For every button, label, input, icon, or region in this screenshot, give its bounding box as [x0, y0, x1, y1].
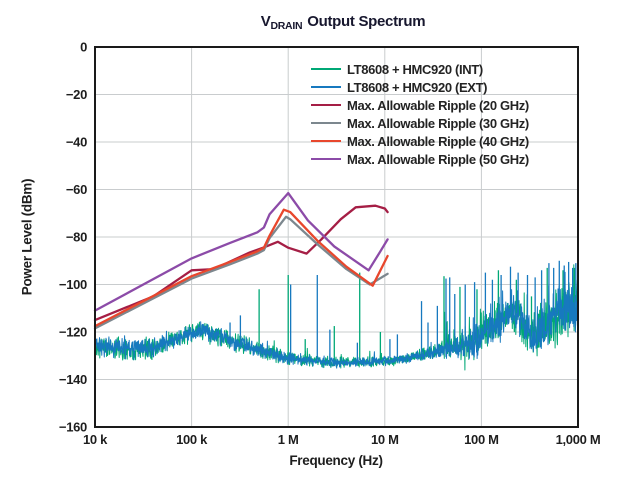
legend-label-ripple_50ghz: Max. Allowable Ripple (50 GHz)	[347, 151, 529, 167]
x-tick-label: 10 k	[83, 432, 108, 447]
legend-item-ripple_30ghz: Max. Allowable Ripple (30 GHz)	[311, 114, 529, 132]
x-tick-label: 1 M	[278, 432, 299, 447]
ripple_40ghz-line	[93, 208, 389, 328]
legend-item-ripple_50ghz: Max. Allowable Ripple (50 GHz)	[311, 150, 529, 168]
legend-item-int: LT8608 + HMC920 (INT)	[311, 60, 529, 78]
legend-label-ripple_30ghz: Max. Allowable Ripple (30 GHz)	[347, 115, 529, 131]
ripple_20ghz-line	[93, 204, 389, 322]
legend-swatch-ripple_20ghz	[311, 103, 341, 107]
legend-swatch-ripple_50ghz	[311, 157, 341, 161]
y-tick-label: −140	[59, 372, 87, 387]
legend: LT8608 + HMC920 (INT) LT8608 + HMC920 (EX…	[311, 60, 529, 168]
noise-trace-ext	[94, 271, 579, 369]
plot-frame	[94, 46, 579, 428]
ripple_50ghz-line	[93, 191, 389, 312]
y-tick-label: −100	[59, 277, 87, 292]
y-tick-label: −120	[59, 325, 87, 340]
legend-item-ripple_40ghz: Max. Allowable Ripple (40 GHz)	[311, 132, 529, 150]
chart-title-symbol: V	[260, 13, 271, 30]
legend-swatch-ext	[311, 85, 341, 89]
x-tick-label: 10 M	[371, 432, 399, 447]
legend-label-ext: LT8608 + HMC920 (EXT)	[347, 79, 488, 95]
legend-swatch-ripple_40ghz	[311, 139, 341, 143]
legend-label-int: LT8608 + HMC920 (INT)	[347, 61, 483, 77]
y-tick-label: −80	[66, 230, 87, 245]
legend-item-ext: LT8608 + HMC920 (EXT)	[311, 78, 529, 96]
y-tick-label: 0	[80, 40, 87, 55]
legend-item-ripple_20ghz: Max. Allowable Ripple (20 GHz)	[311, 96, 529, 114]
chart-title-text: Output Spectrum	[307, 13, 426, 30]
x-tick-label: 100 M	[464, 432, 499, 447]
legend-label-ripple_40ghz: Max. Allowable Ripple (40 GHz)	[347, 133, 529, 149]
y-axis-label: Power Level (dBm)	[19, 178, 35, 296]
x-axis-label: Frequency (Hz)	[289, 453, 383, 468]
ripple_30ghz-line	[93, 215, 389, 330]
y-tick-label: −40	[66, 135, 87, 150]
legend-label-ripple_20ghz: Max. Allowable Ripple (20 GHz)	[347, 97, 529, 113]
y-tick-label: −160	[59, 420, 87, 435]
x-tick-label: 100 k	[176, 432, 208, 447]
legend-swatch-ripple_30ghz	[311, 121, 341, 125]
legend-swatch-int	[311, 67, 341, 71]
chart-title-subscript: DRAIN	[270, 20, 303, 32]
chart-title: VDRAIN Output Spectrum	[260, 13, 426, 32]
x-tick-label: 1,000 M	[556, 432, 601, 447]
y-tick-label: −20	[66, 87, 87, 102]
y-tick-label: −60	[66, 182, 87, 197]
